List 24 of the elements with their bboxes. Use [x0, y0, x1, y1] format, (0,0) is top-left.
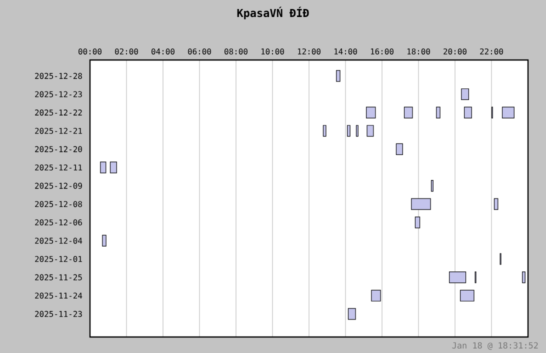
bar	[502, 106, 514, 118]
chart-title: KpasaVŃ ĐÍĐ	[237, 6, 309, 20]
text: Jan 18 @ 18:31:52	[452, 342, 538, 350]
bar	[449, 271, 466, 284]
bar	[322, 125, 326, 137]
bar	[100, 162, 106, 174]
bar	[396, 143, 403, 155]
bar	[404, 106, 413, 118]
bar	[371, 290, 381, 302]
bar	[336, 70, 340, 82]
bar	[436, 106, 440, 118]
bar	[110, 162, 117, 174]
bar	[366, 106, 376, 118]
bar	[464, 106, 472, 118]
bar	[347, 125, 350, 137]
bar	[460, 290, 474, 302]
bar	[348, 308, 356, 320]
bar	[494, 198, 498, 210]
bar	[414, 216, 420, 228]
bar	[366, 125, 374, 137]
bar	[522, 271, 526, 284]
bar	[461, 88, 469, 100]
bar	[102, 234, 106, 246]
bar	[411, 198, 431, 210]
